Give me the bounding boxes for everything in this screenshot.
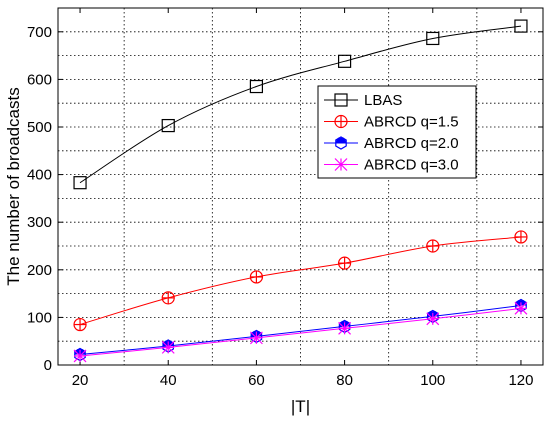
y-tick-label: 400 bbox=[27, 167, 52, 184]
series-line-3 bbox=[79, 305, 522, 355]
legend-label: ABRCD q=1.5 bbox=[364, 114, 459, 131]
legend-entry-4: ABRCD q=3.0 bbox=[324, 157, 459, 174]
legend-box bbox=[317, 85, 477, 179]
data-point-1-1 bbox=[73, 176, 87, 190]
legend-marker-fill bbox=[335, 137, 347, 143]
data-point-1-5 bbox=[426, 31, 440, 46]
series-layer bbox=[73, 19, 528, 363]
series-2 bbox=[73, 230, 528, 332]
legend-label: LBAS bbox=[364, 92, 402, 109]
legend-entry-1: LBAS bbox=[324, 92, 402, 109]
x-tick-label: 120 bbox=[508, 372, 533, 389]
legend-label: ABRCD q=2.0 bbox=[364, 135, 459, 152]
series-1 bbox=[73, 19, 528, 190]
y-tick-label: 200 bbox=[27, 262, 52, 279]
x-tick-label: 100 bbox=[420, 372, 445, 389]
x-tick-label: 80 bbox=[336, 372, 353, 389]
y-tick-label: 600 bbox=[27, 71, 52, 88]
axis-ticks: 20 40 60 80 100 120 0 100 200 300 400 500 600 700 bbox=[27, 8, 543, 389]
plot-frame bbox=[57, 7, 544, 366]
data-point-1-2 bbox=[161, 118, 175, 133]
y-tick-label: 300 bbox=[27, 214, 52, 231]
legend-label: ABRCD q=3.0 bbox=[364, 157, 459, 174]
y-tick-label: 500 bbox=[27, 119, 52, 136]
y-tick-label: 0 bbox=[44, 357, 52, 374]
data-point-1-3 bbox=[249, 79, 264, 94]
series-line-2 bbox=[79, 236, 522, 325]
data-point-1-4 bbox=[337, 54, 352, 68]
y-tick-label: 700 bbox=[27, 24, 52, 41]
legend-entry-2: ABRCD q=1.5 bbox=[324, 114, 459, 131]
x-tick-label: 40 bbox=[160, 372, 177, 389]
series-line-1 bbox=[79, 25, 522, 184]
legend: LBAS ABRCD q=1.5 ABRCD q=2.0 ABRCD q=3.0 bbox=[317, 85, 477, 179]
legend-marker bbox=[335, 136, 347, 150]
legend-entry-3: ABRCD q=2.0 bbox=[324, 135, 459, 152]
series-line-4 bbox=[79, 307, 522, 357]
data-point-1-6 bbox=[514, 19, 528, 33]
legend-marker bbox=[334, 93, 348, 107]
x-tick-label: 60 bbox=[248, 372, 265, 389]
x-axis-label: |T| bbox=[291, 397, 310, 416]
series-4 bbox=[73, 301, 528, 363]
x-tick-label: 20 bbox=[72, 372, 89, 389]
y-axis-label: The number of broadcasts bbox=[4, 87, 23, 285]
y-tick-label: 100 bbox=[27, 309, 52, 326]
